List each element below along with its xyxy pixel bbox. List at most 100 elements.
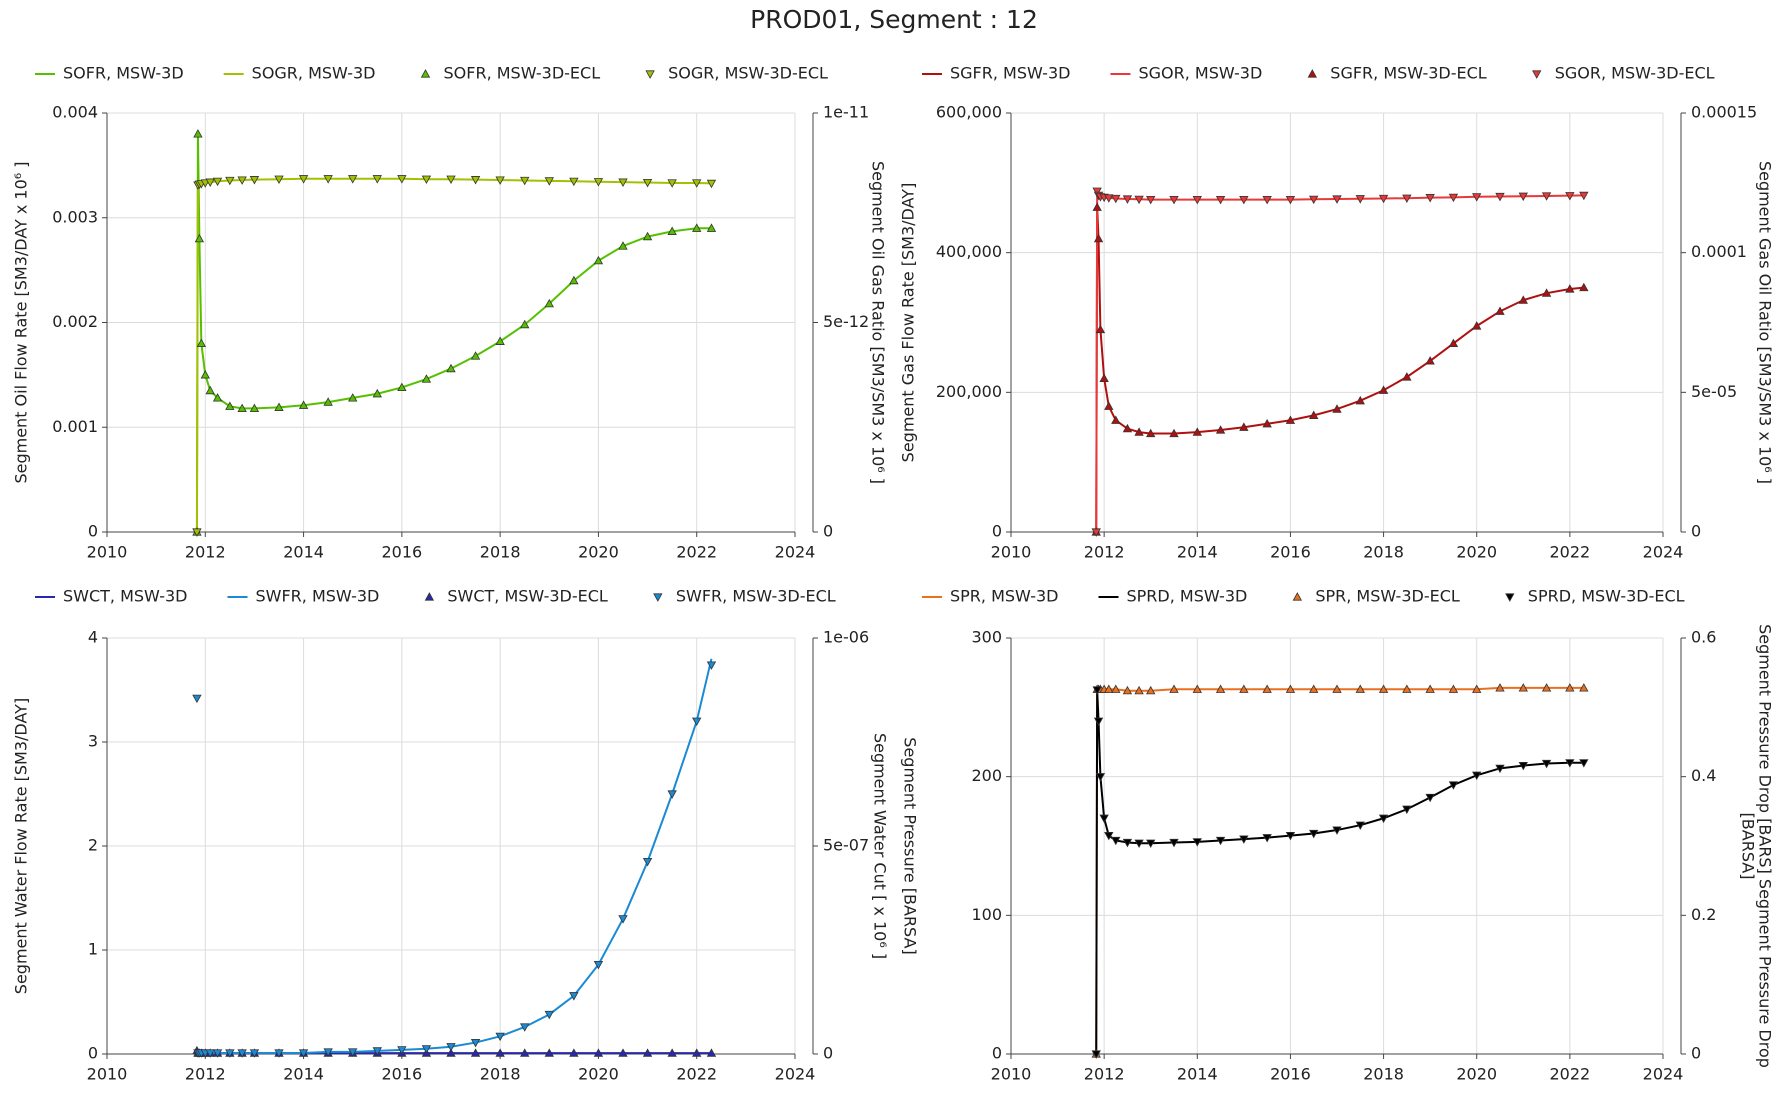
data-marker	[298, 400, 309, 409]
data-marker	[1092, 187, 1102, 197]
data-marker	[1215, 836, 1226, 846]
x-tick-label: 2022	[1549, 1065, 1590, 1084]
y2-tick-label: 0.4	[1691, 766, 1716, 785]
x-tick-label: 2024	[1643, 1065, 1684, 1084]
y2-axis-title: Segment Water Cut [ x 10⁶ ]	[871, 733, 890, 959]
x-tick-label: 2014	[1177, 1065, 1218, 1084]
data-marker	[1215, 425, 1226, 434]
data-marker	[1472, 771, 1482, 781]
data-marker	[544, 1010, 554, 1020]
y-tick-label: 0	[992, 1044, 1002, 1063]
y2-tick-label: 1e-06	[823, 628, 869, 647]
x-tick-label: 2024	[775, 1065, 816, 1084]
data-marker	[1095, 324, 1106, 334]
data-marker	[1565, 759, 1575, 768]
x-tick-label: 2012	[1084, 543, 1125, 562]
data-marker	[1579, 683, 1589, 692]
legend-symbol	[420, 69, 431, 78]
data-marker	[1122, 423, 1133, 433]
data-marker	[1091, 528, 1101, 537]
data-marker	[692, 717, 702, 727]
y2-tick-label: 5e-12	[823, 312, 869, 331]
y-tick-label: 200,000	[936, 382, 1002, 401]
data-marker	[667, 179, 677, 188]
data-marker	[212, 1049, 223, 1058]
data-marker	[569, 1048, 579, 1057]
data-marker	[1192, 684, 1202, 693]
data-marker	[520, 319, 530, 329]
data-marker	[1495, 683, 1505, 692]
data-marker	[544, 1048, 554, 1057]
legend-symbol	[645, 70, 655, 79]
data-marker	[1239, 422, 1249, 431]
data-marker	[593, 1048, 604, 1057]
y-tick-label: 400,000	[936, 242, 1002, 261]
x-tick-label: 2022	[676, 1065, 717, 1084]
x-tick-label: 2024	[775, 543, 816, 562]
data-marker	[1122, 838, 1133, 848]
y2-tick-label: 0	[1691, 522, 1701, 541]
data-marker	[1518, 761, 1528, 771]
data-marker	[1309, 829, 1319, 839]
data-marker	[569, 275, 579, 285]
data-marker	[446, 363, 456, 373]
data-marker	[642, 1048, 653, 1057]
legend-symbol	[1307, 69, 1317, 78]
data-marker	[642, 858, 653, 867]
data-marker	[1146, 428, 1156, 438]
y2-axis-title: [BARSA]	[1739, 813, 1758, 880]
data-marker	[1565, 192, 1575, 201]
x-tick-label: 2010	[991, 1065, 1032, 1084]
data-marker	[1402, 805, 1412, 815]
data-marker	[692, 179, 702, 188]
data-marker	[706, 661, 717, 670]
data-marker	[1355, 395, 1365, 405]
y2-tick-label: 0	[823, 1044, 833, 1063]
data-marker	[1495, 306, 1505, 315]
data-marker	[372, 175, 382, 184]
y2-tick-label: 0	[823, 522, 833, 541]
data-marker	[1495, 192, 1505, 202]
data-marker	[1425, 356, 1435, 365]
data-marker	[1448, 684, 1459, 693]
series-line	[1095, 190, 1584, 533]
data-marker	[1565, 683, 1575, 692]
data-marker	[593, 178, 604, 187]
data-marker	[421, 175, 432, 185]
data-marker	[200, 370, 210, 379]
data-marker	[470, 1048, 481, 1057]
y2-tick-label: 5e-07	[823, 836, 869, 855]
legend-symbol	[1532, 70, 1542, 79]
y-tick-label: 0.001	[52, 417, 98, 436]
data-marker	[667, 1048, 677, 1057]
data-marker	[323, 397, 333, 406]
data-marker	[1092, 202, 1102, 211]
data-marker	[1099, 373, 1109, 382]
data-marker	[397, 1046, 407, 1055]
data-marker	[1169, 428, 1179, 438]
data-marker	[446, 1043, 456, 1052]
legend-label: SGFR, MSW-3D-ECL	[1330, 64, 1487, 83]
data-marker	[1425, 793, 1435, 803]
data-marker	[196, 338, 207, 348]
data-marker	[495, 336, 505, 345]
data-marker	[205, 385, 215, 395]
data-marker	[1402, 684, 1412, 693]
series-line	[1095, 689, 1584, 1055]
x-tick-label: 2020	[1456, 1065, 1497, 1084]
data-marker	[421, 1045, 432, 1054]
series-line	[195, 133, 712, 533]
data-marker	[348, 393, 358, 402]
data-marker	[348, 175, 358, 184]
data-marker	[1134, 839, 1144, 849]
data-marker	[1104, 194, 1114, 203]
data-marker	[446, 1048, 456, 1057]
data-marker	[1541, 759, 1552, 769]
data-marker	[569, 177, 579, 187]
data-marker	[1146, 839, 1156, 849]
data-marker	[495, 1048, 505, 1057]
y-tick-label: 1	[88, 940, 98, 959]
y2-tick-label: 0.2	[1691, 905, 1716, 924]
data-marker	[1215, 684, 1226, 693]
